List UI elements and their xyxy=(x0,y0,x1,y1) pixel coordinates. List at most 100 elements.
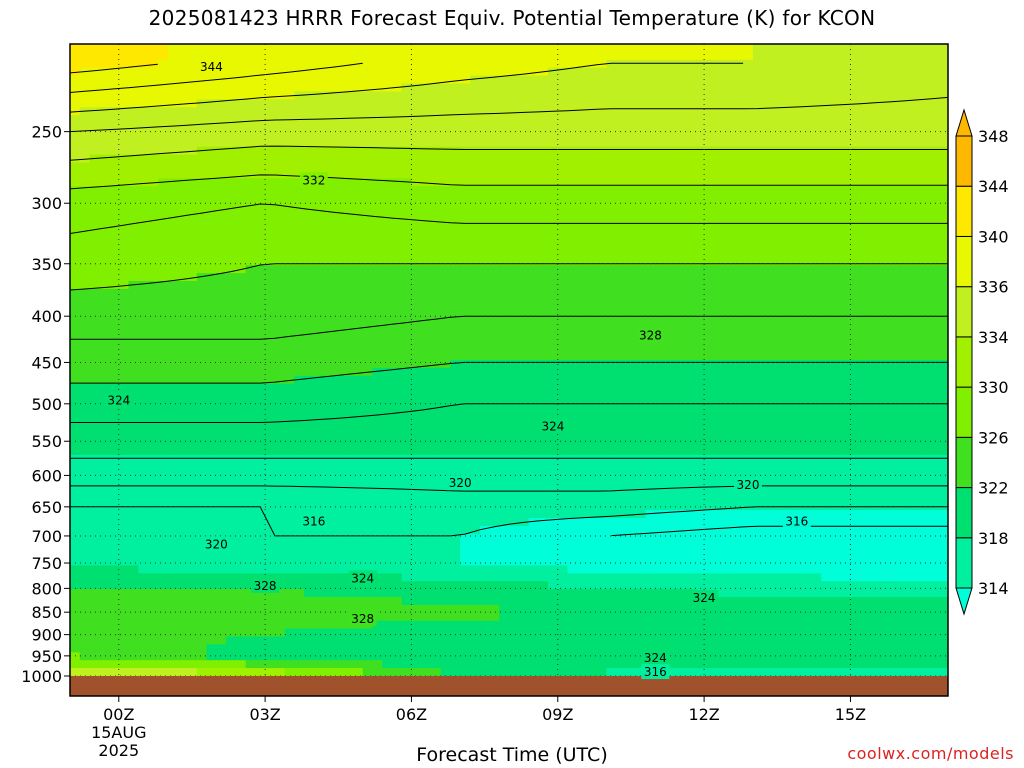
heat-cell xyxy=(860,360,871,369)
heat-cell xyxy=(265,178,276,187)
heat-cell xyxy=(128,59,139,69)
heat-cell xyxy=(704,344,715,353)
heat-cell xyxy=(645,462,656,472)
heat-cell xyxy=(138,115,149,124)
heat-cell xyxy=(460,51,471,61)
heat-cell xyxy=(616,130,627,140)
heat-cell xyxy=(557,225,569,235)
heat-cell xyxy=(782,154,793,164)
heat-cell xyxy=(791,44,803,53)
heat-cell xyxy=(587,162,598,171)
heat-cell xyxy=(70,336,81,345)
heat-cell xyxy=(274,194,286,203)
heat-cell xyxy=(177,304,188,314)
heat-cell xyxy=(421,446,432,456)
heat-cell xyxy=(674,273,686,282)
heat-cell xyxy=(401,273,413,282)
heat-cell xyxy=(655,146,666,156)
heat-cell xyxy=(196,446,208,456)
heat-cell xyxy=(167,462,178,472)
heat-cell xyxy=(489,439,500,448)
heat-cell xyxy=(323,241,334,250)
heat-cell xyxy=(606,296,617,306)
heat-cell xyxy=(879,107,891,116)
heat-cell xyxy=(528,328,539,337)
heat-cell xyxy=(382,67,393,77)
heat-cell xyxy=(587,75,598,85)
heat-cell xyxy=(694,288,705,298)
heat-cell xyxy=(187,257,198,266)
heat-cell xyxy=(343,123,354,132)
heat-cell xyxy=(138,146,149,156)
heat-cell xyxy=(694,75,705,85)
heat-cell xyxy=(791,265,803,274)
heat-cell xyxy=(118,462,130,472)
heat-cell xyxy=(489,383,500,393)
heat-cell xyxy=(645,273,656,282)
heat-cell xyxy=(879,59,891,69)
heat-cell xyxy=(343,288,354,298)
heat-cell xyxy=(938,415,948,424)
heat-cell xyxy=(138,399,149,408)
heat-cell xyxy=(421,328,432,337)
heat-cell xyxy=(479,407,491,416)
heat-cell xyxy=(684,83,695,92)
heat-cell xyxy=(645,415,656,424)
heat-cell xyxy=(596,225,608,235)
heat-cell xyxy=(713,273,725,282)
heat-cell xyxy=(684,273,695,282)
heat-cell xyxy=(694,383,705,393)
heat-cell xyxy=(860,320,871,329)
heat-cell xyxy=(274,170,286,179)
heat-cell xyxy=(899,415,910,424)
heat-cell xyxy=(499,423,510,432)
heat-cell xyxy=(226,107,237,116)
heat-cell xyxy=(713,44,725,53)
heat-cell xyxy=(674,431,686,440)
heat-cell xyxy=(674,138,686,148)
heat-cell xyxy=(421,202,432,211)
heat-cell xyxy=(791,273,803,282)
heat-cell xyxy=(235,130,247,140)
heat-cell xyxy=(645,162,656,171)
heat-cell xyxy=(196,91,208,100)
heat-cell xyxy=(411,367,422,377)
heat-cell xyxy=(245,367,256,377)
heat-cell xyxy=(879,130,891,140)
heat-cell xyxy=(674,360,686,369)
heat-cell xyxy=(743,407,754,416)
heat-cell xyxy=(430,209,442,219)
heat-cell xyxy=(860,209,871,219)
heat-cell xyxy=(840,186,852,195)
heat-cell xyxy=(840,439,852,448)
heat-cell xyxy=(538,407,549,416)
heat-cell xyxy=(128,391,139,401)
heat-cell xyxy=(928,423,939,432)
heat-cell xyxy=(557,146,569,156)
heat-cell xyxy=(674,439,686,448)
heat-cell xyxy=(401,130,413,140)
heat-cell xyxy=(99,478,110,487)
heat-cell xyxy=(518,257,530,266)
heat-cell xyxy=(430,423,442,432)
heat-cell xyxy=(313,288,325,298)
heat-cell xyxy=(118,296,130,306)
heat-cell xyxy=(674,288,686,298)
heat-cell xyxy=(382,273,393,282)
heat-cell xyxy=(821,51,832,61)
heat-cell xyxy=(372,138,383,148)
heat-cell xyxy=(245,470,256,480)
heat-cell xyxy=(557,360,569,369)
heat-cell xyxy=(811,162,822,171)
heat-cell xyxy=(840,225,852,235)
heat-cell xyxy=(245,59,256,69)
heat-cell xyxy=(577,304,588,314)
heat-cell xyxy=(479,296,491,306)
heat-cell xyxy=(430,99,442,108)
heat-cell xyxy=(372,107,383,116)
heat-cell xyxy=(626,146,637,156)
heat-cell xyxy=(401,415,413,424)
heat-cell xyxy=(860,336,871,345)
heat-cell xyxy=(723,154,734,164)
heat-cell xyxy=(79,415,91,424)
